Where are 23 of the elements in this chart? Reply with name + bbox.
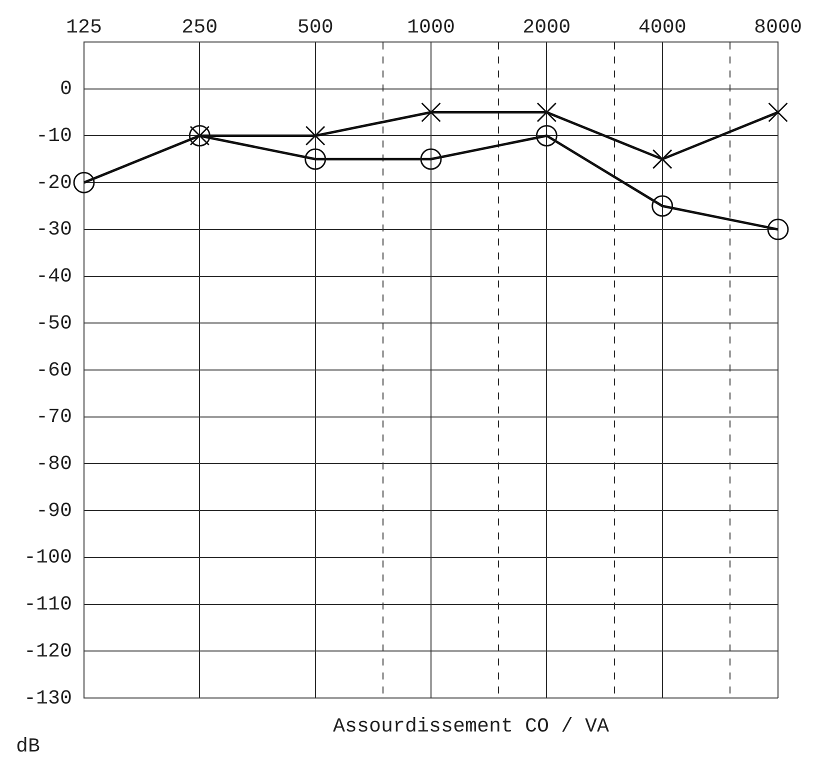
y-tick-label: -50 xyxy=(36,312,72,336)
x-tick-label: 500 xyxy=(297,16,334,40)
y-tick-label: -60 xyxy=(36,359,72,382)
x-tick-label: 1000 xyxy=(406,16,456,40)
y-tick-label: -130 xyxy=(24,687,72,710)
y-tick-label: -80 xyxy=(36,453,72,476)
y-tick-label: 0 xyxy=(60,78,72,102)
y-tick-label: -10 xyxy=(36,125,72,148)
y-tick-label: -20 xyxy=(36,172,72,195)
x-tick-label: 250 xyxy=(182,16,218,40)
x-axis-title: Assourdissement CO / VA xyxy=(332,715,610,738)
y-tick-label: -100 xyxy=(24,546,72,570)
y-tick-label: -70 xyxy=(36,406,72,430)
y-tick-label: -30 xyxy=(36,218,72,242)
x-tick-label: 4000 xyxy=(638,16,686,40)
x-tick-label: 2000 xyxy=(522,16,571,40)
x-tick-label: 8000 xyxy=(754,16,802,40)
y-tick-label: -40 xyxy=(36,266,72,289)
y-tick-label: -90 xyxy=(36,500,72,523)
y-tick-label: -110 xyxy=(24,594,72,617)
text: dB xyxy=(16,735,40,758)
x-tick-label: 125 xyxy=(66,16,102,40)
y-tick-label: -120 xyxy=(24,640,72,664)
